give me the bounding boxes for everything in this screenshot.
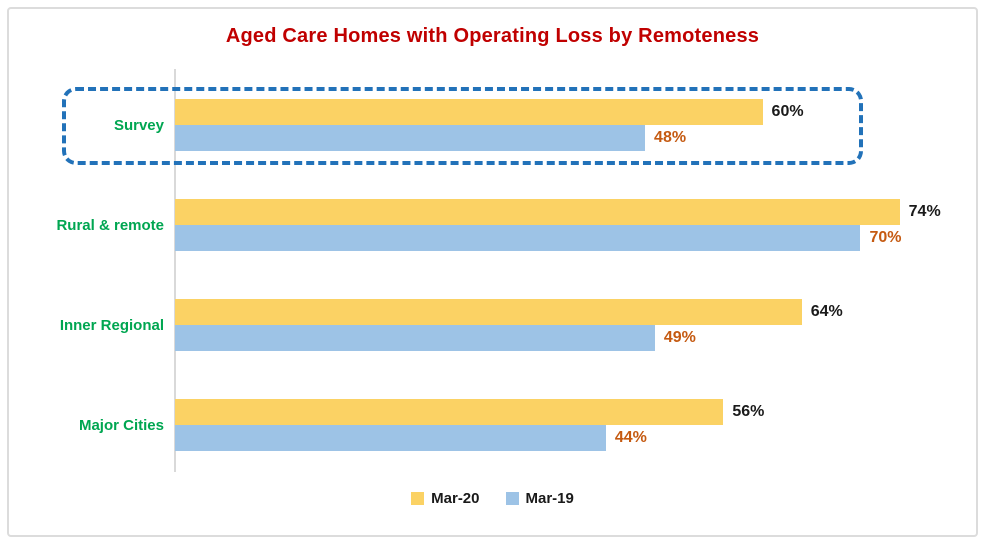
value-label-mar-20: 74% bbox=[908, 203, 941, 220]
bar-mar-20 bbox=[175, 399, 724, 425]
chart-title: Aged Care Homes with Operating Loss by R… bbox=[225, 25, 760, 47]
legend-item-mar-20: Mar-20 bbox=[411, 490, 480, 507]
y-axis-line bbox=[174, 69, 176, 472]
chart-frame: Aged Care Homes with Operating Loss by R… bbox=[7, 7, 978, 537]
bar-mar-20 bbox=[175, 199, 900, 225]
bar-mar-19 bbox=[175, 125, 646, 151]
legend-swatch-icon bbox=[411, 492, 425, 505]
value-label-mar-19: 70% bbox=[869, 229, 902, 246]
category-label: Inner Regional bbox=[59, 316, 164, 334]
value-label-mar-19: 49% bbox=[663, 329, 696, 346]
chart-row: Survey 60% 48% bbox=[9, 99, 976, 151]
chart-row: Rural & remote 74% 70% bbox=[9, 199, 976, 251]
bar-group: 56% 44% bbox=[175, 399, 978, 451]
legend-item-mar-19: Mar-19 bbox=[505, 490, 574, 507]
bar-mar-20 bbox=[175, 99, 763, 125]
chart-row: Inner Regional 64% 49% bbox=[9, 299, 976, 351]
bar-mar-20 bbox=[175, 299, 802, 325]
category-label: Survey bbox=[113, 116, 164, 134]
bar-group: 74% 70% bbox=[175, 199, 978, 251]
legend-label: Mar-20 bbox=[431, 490, 480, 507]
bar-mar-19 bbox=[175, 225, 861, 251]
value-label-mar-19: 44% bbox=[614, 429, 647, 446]
value-label-mar-20: 60% bbox=[771, 103, 804, 120]
legend: Mar-20 Mar-19 bbox=[9, 490, 976, 507]
value-label-mar-19: 48% bbox=[654, 129, 687, 146]
chart-row: Major Cities 56% 44% bbox=[9, 399, 976, 451]
category-label: Rural & remote bbox=[56, 216, 164, 234]
legend-label: Mar-19 bbox=[525, 490, 574, 507]
value-label-mar-20: 64% bbox=[810, 303, 843, 320]
bar-group: 60% 48% bbox=[175, 99, 978, 151]
legend-swatch-icon bbox=[505, 492, 519, 505]
value-label-mar-20: 56% bbox=[732, 403, 765, 420]
bar-mar-19 bbox=[175, 425, 606, 451]
bar-group: 64% 49% bbox=[175, 299, 978, 351]
category-label: Major Cities bbox=[78, 416, 164, 434]
bar-mar-19 bbox=[175, 325, 655, 351]
